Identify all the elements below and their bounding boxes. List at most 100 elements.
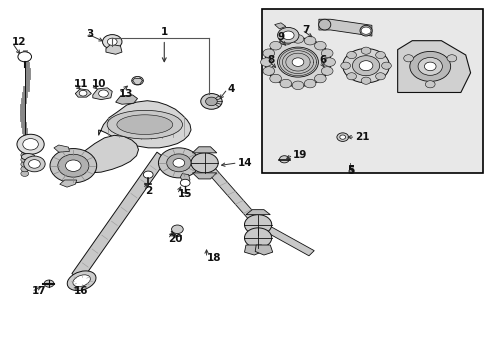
Circle shape <box>23 139 38 150</box>
Circle shape <box>424 62 435 71</box>
Polygon shape <box>244 245 263 255</box>
Circle shape <box>361 47 370 54</box>
Polygon shape <box>106 44 122 54</box>
Polygon shape <box>60 180 77 187</box>
Ellipse shape <box>67 271 96 291</box>
Circle shape <box>321 49 332 58</box>
Circle shape <box>314 41 325 50</box>
Ellipse shape <box>117 115 172 134</box>
Circle shape <box>21 166 29 172</box>
Circle shape <box>403 55 412 62</box>
Circle shape <box>291 81 303 90</box>
Circle shape <box>425 81 434 88</box>
Text: 20: 20 <box>167 234 182 244</box>
Circle shape <box>102 35 122 49</box>
Ellipse shape <box>73 275 90 287</box>
Polygon shape <box>192 173 216 179</box>
Circle shape <box>381 62 390 69</box>
Circle shape <box>143 171 153 178</box>
Text: 19: 19 <box>292 150 307 160</box>
Circle shape <box>352 56 379 76</box>
Circle shape <box>304 36 315 45</box>
Text: 10: 10 <box>91 78 105 89</box>
Circle shape <box>99 90 108 97</box>
Polygon shape <box>99 101 191 148</box>
Circle shape <box>375 73 385 80</box>
Circle shape <box>158 148 199 178</box>
Ellipse shape <box>359 25 371 36</box>
Polygon shape <box>72 152 166 281</box>
Circle shape <box>107 38 117 45</box>
Ellipse shape <box>107 111 182 139</box>
Circle shape <box>29 159 40 168</box>
Circle shape <box>21 161 29 167</box>
Text: 18: 18 <box>206 253 221 263</box>
Circle shape <box>65 160 81 171</box>
Circle shape <box>21 148 29 153</box>
Circle shape <box>180 179 190 186</box>
Circle shape <box>280 79 291 88</box>
Text: 4: 4 <box>227 84 234 94</box>
Text: 5: 5 <box>346 166 353 176</box>
Text: 14: 14 <box>237 158 252 168</box>
Circle shape <box>277 27 298 43</box>
Circle shape <box>17 134 44 154</box>
Circle shape <box>173 158 184 167</box>
Text: 7: 7 <box>301 25 308 35</box>
Polygon shape <box>274 23 285 29</box>
Circle shape <box>346 73 356 80</box>
Polygon shape <box>180 174 190 183</box>
Circle shape <box>191 153 218 173</box>
Text: 8: 8 <box>267 55 275 65</box>
Circle shape <box>166 154 191 172</box>
Text: 1: 1 <box>161 27 167 37</box>
Text: 12: 12 <box>12 37 26 48</box>
Circle shape <box>44 280 54 287</box>
Polygon shape <box>245 210 270 215</box>
Circle shape <box>375 51 385 59</box>
Circle shape <box>291 58 303 66</box>
Text: 16: 16 <box>73 287 88 296</box>
Circle shape <box>263 49 274 58</box>
Text: 13: 13 <box>119 89 133 99</box>
Circle shape <box>339 135 345 139</box>
Polygon shape <box>54 145 69 152</box>
Text: 21: 21 <box>355 132 369 142</box>
Circle shape <box>361 77 370 84</box>
Circle shape <box>291 35 303 43</box>
Circle shape <box>280 36 291 45</box>
Circle shape <box>321 67 332 75</box>
Text: 15: 15 <box>177 189 191 199</box>
Circle shape <box>50 149 97 183</box>
Polygon shape <box>255 221 314 256</box>
Circle shape <box>244 215 271 235</box>
Text: 3: 3 <box>86 28 94 39</box>
Polygon shape <box>200 161 262 225</box>
Circle shape <box>446 55 456 62</box>
Circle shape <box>260 58 272 66</box>
Circle shape <box>340 62 350 69</box>
Circle shape <box>359 61 372 71</box>
Circle shape <box>21 171 29 176</box>
Circle shape <box>21 157 29 162</box>
Circle shape <box>282 31 293 40</box>
Polygon shape <box>397 41 469 93</box>
Polygon shape <box>93 88 112 100</box>
Text: 2: 2 <box>144 186 152 197</box>
Circle shape <box>18 52 31 62</box>
Circle shape <box>269 41 281 50</box>
Circle shape <box>24 156 45 172</box>
Circle shape <box>279 156 288 163</box>
Polygon shape <box>318 19 371 36</box>
Circle shape <box>336 133 348 141</box>
Circle shape <box>263 67 274 75</box>
Polygon shape <box>73 135 138 173</box>
Circle shape <box>314 74 325 83</box>
Circle shape <box>304 79 315 88</box>
Text: 6: 6 <box>319 55 326 65</box>
Circle shape <box>131 76 143 85</box>
Circle shape <box>79 90 87 96</box>
Text: 11: 11 <box>73 78 88 89</box>
Ellipse shape <box>318 19 330 30</box>
Circle shape <box>244 228 271 248</box>
